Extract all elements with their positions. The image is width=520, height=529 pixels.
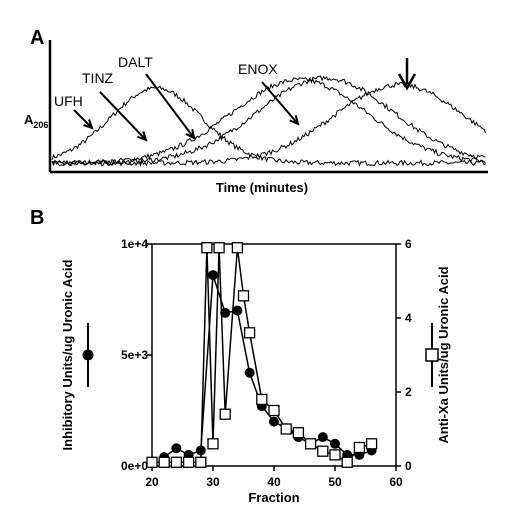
panel-a-ylabel: A206: [24, 112, 48, 130]
data-point-filled-circle: [195, 445, 206, 456]
panel-a-peak-arrow-head: [397, 73, 417, 91]
y-right-tick-label: 6: [405, 237, 412, 251]
panel-b-xlabel: Fraction: [248, 490, 299, 505]
y-right-tick-label: 0: [405, 459, 412, 473]
pointer-head-tinz: [137, 131, 148, 142]
panel-b: B 20 30 40 50 60 0e+0 5e+3 1e+4 0 2 4 6 Fraction In…: [30, 207, 451, 505]
panel-b-plot-frame: [151, 243, 397, 467]
data-point-open-square: [329, 449, 341, 461]
series-line-open-square: [152, 247, 372, 464]
y-right-tick-label: 2: [405, 385, 412, 399]
left-legend-filled-circle-icon: [82, 349, 94, 361]
panel-b-ylabel-right: Anti-Xa Units/ug Uronic Acid: [436, 266, 451, 443]
data-point-filled-circle: [208, 270, 218, 281]
data-point-open-square: [353, 441, 366, 454]
x-tick-label: 30: [206, 475, 220, 489]
panel-b-ylabel-left: Inhibitory Units/ug Uronic Acid: [60, 259, 75, 450]
trace-ufh: [51, 85, 486, 167]
data-point-open-square: [304, 438, 317, 450]
trace-enox: [51, 81, 486, 167]
x-tick-label: 20: [145, 475, 159, 489]
y-right-tick-label: 4: [405, 311, 412, 325]
x-tick-label: 60: [389, 475, 403, 489]
panel-b-letter: B: [30, 207, 44, 229]
data-point-filled-circle: [220, 307, 231, 318]
trace-label-dalt: DALT: [118, 54, 153, 70]
data-point-open-square: [213, 242, 225, 254]
data-point-filled-circle: [171, 443, 182, 454]
data-point-open-square: [170, 456, 183, 468]
data-point-filled-circle: [317, 432, 328, 443]
y-left-tick-label: 0e+0: [121, 459, 148, 473]
data-point-open-square: [280, 423, 292, 435]
trace-label-ufh: UFH: [54, 93, 83, 109]
data-point-open-square: [243, 327, 256, 339]
trace-label-tinz: TINZ: [82, 70, 114, 86]
data-point-open-square: [219, 408, 231, 420]
right-legend-open-square-icon: [425, 348, 439, 362]
data-point-open-square: [268, 404, 280, 417]
data-point-filled-circle: [269, 416, 279, 427]
panel-a-xlabel: Time (minutes): [216, 180, 308, 195]
pointer-head-dalt: [185, 128, 196, 140]
data-point-filled-circle: [330, 438, 340, 449]
pointer-tinz: [99, 91, 147, 141]
pointer-ufh: [73, 109, 93, 129]
pointer-enox: [261, 81, 299, 125]
data-point-open-square: [292, 427, 305, 439]
data-point-open-square: [182, 456, 195, 468]
data-point-open-square: [317, 445, 329, 457]
data-point-open-square: [341, 456, 353, 468]
series-line-filled-circle: [163, 274, 372, 458]
data-point-open-square: [146, 456, 158, 468]
pointer-head-ufh: [83, 119, 94, 130]
pointer-dalt: [145, 73, 195, 139]
panel-a-ylabel-sub: 206: [33, 120, 48, 130]
panel-b-series: [146, 242, 378, 468]
y-left-tick-label: 5e+3: [121, 348, 148, 362]
data-point-open-square: [195, 456, 207, 468]
panel-a-letter: A: [30, 27, 44, 49]
data-point-open-square: [158, 456, 170, 468]
data-point-open-square: [256, 393, 268, 406]
y-left-tick-label: 1e+4: [121, 237, 148, 251]
data-point-filled-circle: [232, 305, 243, 316]
x-tick-label: 40: [267, 475, 281, 489]
trace-label-enox: ENOX: [238, 61, 278, 77]
panel-a-ylabel-main: A: [24, 112, 34, 127]
data-point-open-square: [365, 438, 378, 450]
data-point-open-square: [201, 242, 213, 254]
data-point-open-square: [237, 290, 250, 302]
x-tick-label: 50: [328, 475, 342, 489]
data-point-filled-circle: [244, 367, 255, 378]
data-point-open-square: [207, 438, 219, 450]
data-point-open-square: [231, 242, 244, 254]
pointer-head-enox: [289, 115, 300, 126]
